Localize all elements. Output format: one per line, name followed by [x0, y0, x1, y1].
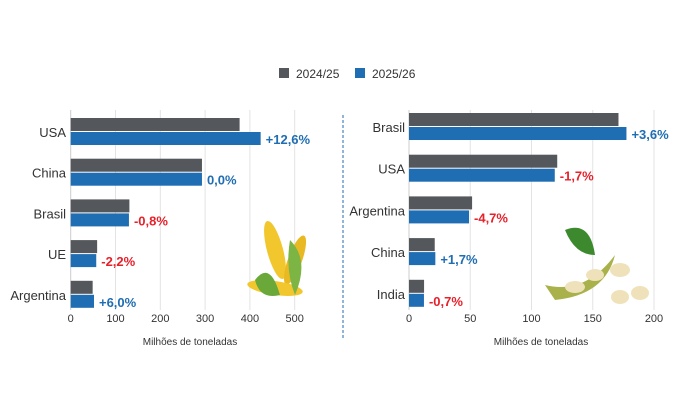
data-label: +3,6%: [631, 127, 669, 142]
data-label: +1,7%: [440, 252, 478, 267]
bar-2025-26: [409, 210, 470, 224]
legend-label-2025-26: 2025/26: [372, 67, 416, 81]
bar-2024-25: [70, 158, 202, 172]
bar-2025-26: [70, 213, 129, 227]
soybean-chart: 0 50 100 150 200 Brasil +3,6% USA -1,7% Argentina…: [349, 110, 669, 348]
category-label: USA: [378, 162, 405, 177]
legend-label-2024-25: 2024/25: [296, 67, 340, 81]
category-label: China: [371, 245, 406, 260]
bar-2024-25: [70, 199, 130, 213]
bar-2024-25: [409, 196, 473, 210]
category-label: UE: [48, 247, 66, 262]
data-label: -1,7%: [560, 169, 594, 184]
soybean-icon: [545, 227, 649, 304]
x-tick-label: 100: [106, 313, 124, 325]
x-tick-label: 200: [645, 313, 663, 325]
x-tick-label: 150: [584, 313, 602, 325]
category-label: China: [32, 166, 67, 181]
data-label: -4,7%: [474, 210, 508, 225]
x-tick-label: 0: [406, 313, 412, 325]
bar-2025-26: [409, 127, 627, 140]
bar-2025-26: [70, 132, 261, 145]
bar-2025-26: [70, 254, 97, 268]
data-label: 0,0%: [207, 173, 237, 188]
x-axis-title: Milhões de toneladas: [143, 337, 238, 348]
corn-chart: 0 100 200 300 400 500 USA +12,6% China 0,0% Brasil…: [10, 110, 311, 348]
category-label: Argentina: [10, 288, 66, 303]
bar-2024-25: [70, 118, 240, 131]
bar-2025-26: [409, 293, 424, 307]
bar-2024-25: [409, 238, 435, 252]
bar-2024-25: [409, 154, 558, 168]
bar-2024-25: [70, 240, 98, 254]
data-label: +6,0%: [99, 295, 137, 310]
bar-2024-25: [70, 280, 93, 294]
legend-swatch-2025-26: [355, 68, 365, 78]
bar-2024-25: [409, 279, 425, 293]
corn-icon: [247, 220, 307, 296]
legend: 2024/25 2025/26: [279, 67, 416, 81]
bar-2024-25: [409, 113, 619, 126]
x-tick-label: 100: [522, 313, 540, 325]
x-tick-label: 300: [196, 313, 214, 325]
data-label: -0,7%: [429, 294, 463, 309]
x-tick-label: 500: [286, 313, 304, 325]
bar-2025-26: [70, 294, 94, 308]
category-label: USA: [39, 125, 66, 140]
legend-swatch-2024-25: [279, 68, 289, 78]
data-label: +12,6%: [266, 132, 311, 147]
x-tick-label: 0: [68, 313, 74, 325]
data-label: -0,8%: [134, 213, 168, 228]
category-label: India: [377, 287, 406, 302]
x-tick-label: 200: [151, 313, 169, 325]
x-tick-label: 400: [241, 313, 259, 325]
bar-2025-26: [409, 252, 436, 266]
category-label: Argentina: [349, 203, 405, 218]
bar-2025-26: [70, 172, 202, 186]
x-axis-title: Milhões de toneladas: [494, 337, 589, 348]
bar-2025-26: [409, 168, 555, 182]
data-label: -2,2%: [101, 254, 135, 269]
category-label: Brasil: [372, 120, 405, 135]
x-tick-label: 50: [464, 313, 476, 325]
category-label: Brasil: [33, 206, 66, 221]
